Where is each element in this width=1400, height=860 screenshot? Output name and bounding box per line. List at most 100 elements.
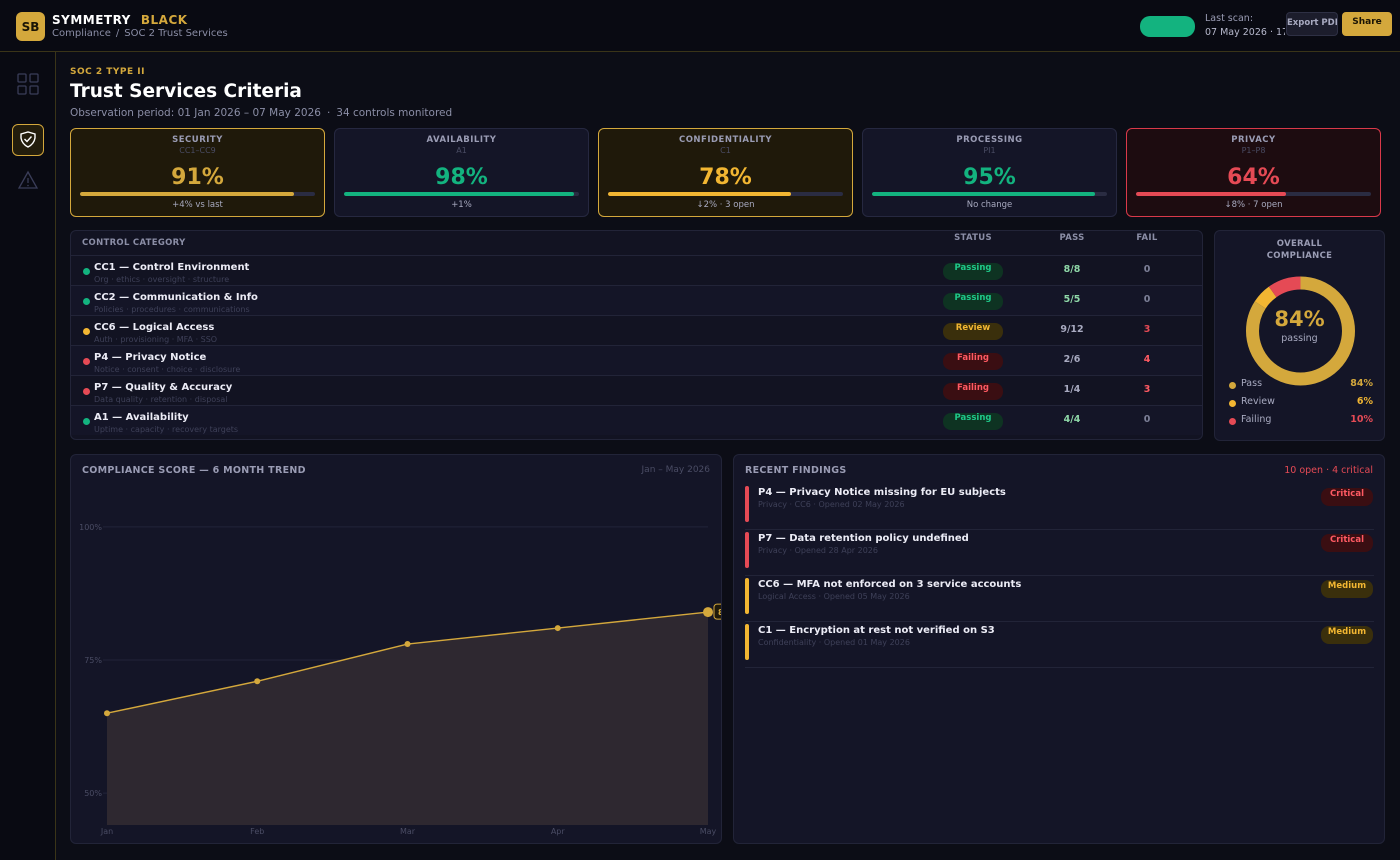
table-row[interactable]: A1 — Availability Uptime · capacity · rec… — [71, 405, 1202, 435]
column-header-category[interactable]: CONTROL CATEGORY — [82, 238, 186, 248]
table-row[interactable]: P7 — Quality & Accuracy Data quality · re… — [71, 375, 1202, 405]
status-badge: Failing — [943, 383, 1003, 400]
pass-count: 2/6 — [1063, 354, 1081, 365]
status-badge: Review — [943, 323, 1003, 340]
overall-title-line2: COMPLIANCE — [1266, 251, 1333, 261]
kpi-progress-track — [608, 192, 843, 196]
finding-item[interactable]: P4 — Privacy Notice missing for EU subje… — [745, 484, 1374, 530]
legend-label: Pass — [1241, 378, 1263, 389]
trend-point[interactable] — [554, 625, 561, 632]
kpi-card-processing[interactable]: PROCESSING PI1 95% No change — [862, 128, 1117, 217]
kpi-title: PRIVACY — [1231, 135, 1276, 145]
table-row[interactable]: CC2 — Communication & Info Policies · pro… — [71, 285, 1202, 315]
kpi-title: AVAILABILITY — [426, 135, 497, 145]
trend-title: COMPLIANCE SCORE — 6 MONTH TREND — [82, 465, 306, 476]
kpi-card-security[interactable]: SECURITY CC1–CC9 91% +4% vs last — [70, 128, 325, 217]
rail-item-dashboard[interactable] — [12, 68, 44, 100]
severity-bar — [745, 532, 749, 568]
kpi-value: 78% — [699, 165, 752, 190]
fail-count: 3 — [1143, 324, 1151, 335]
kpi-delta: +4% vs last — [172, 200, 223, 210]
y-tick-label: 100% — [79, 523, 102, 532]
fail-count: 4 — [1143, 354, 1151, 365]
legend-item-review: Review 6% — [1229, 396, 1373, 410]
status-dot — [83, 298, 90, 305]
legend-item-pass: Pass 84% — [1229, 378, 1373, 392]
brand-name: SYMMETRY BLACK — [52, 13, 188, 27]
kpi-card-confidentiality[interactable]: CONFIDENTIALITY C1 78% ↓2% · 3 open — [598, 128, 853, 217]
status-badge: Failing — [943, 353, 1003, 370]
rail-item-alerts[interactable] — [12, 164, 44, 196]
kpi-code: P1–P8 — [1241, 146, 1266, 155]
y-tick-label: 50% — [84, 789, 102, 798]
legend-value: 6% — [1356, 396, 1373, 407]
trend-point[interactable] — [104, 710, 110, 717]
finding-meta: Logical Access · Opened 05 May 2026 — [758, 592, 910, 601]
finding-item[interactable]: P7 — Data retention policy undefined Priv… — [745, 530, 1374, 576]
finding-item[interactable]: C1 — Encryption at rest not verified on … — [745, 622, 1374, 668]
overall-compliance-caption: passing — [1281, 333, 1318, 344]
pass-count: 9/12 — [1060, 324, 1084, 335]
x-tick-label: Jan — [100, 827, 113, 836]
kpi-card-availability[interactable]: AVAILABILITY A1 98% +1% — [334, 128, 589, 217]
severity-bar — [745, 578, 749, 614]
kpi-code: PI1 — [983, 146, 996, 155]
x-tick-label: Feb — [250, 827, 264, 836]
legend-dot — [1229, 418, 1236, 425]
overall-compliance-panel: OVERALL COMPLIANCE 84% passing Pass 84% Re… — [1214, 230, 1385, 441]
page-subtitle: Observation period: 01 Jan 2026 – 07 May… — [70, 107, 452, 119]
kpi-value: 91% — [171, 165, 224, 190]
legend-label: Review — [1241, 396, 1275, 407]
kpi-card-privacy[interactable]: PRIVACY P1–P8 64% ↓8% · 7 open — [1126, 128, 1381, 217]
legend-value: 84% — [1350, 378, 1373, 389]
kpi-code: A1 — [456, 146, 467, 155]
trend-point[interactable] — [404, 641, 411, 648]
findings-count: 10 open · 4 critical — [1284, 465, 1373, 476]
trend-chart: 100% 75% 50% 84% Jan Feb Mar Apr May — [79, 523, 721, 836]
status-dot — [83, 418, 90, 425]
export-pdf-button[interactable]: Export PDF — [1286, 12, 1338, 36]
kpi-value: 95% — [963, 165, 1016, 190]
warning-icon — [17, 170, 39, 189]
table-row[interactable]: CC6 — Logical Access Auth · provisioning … — [71, 315, 1202, 345]
trend-point[interactable] — [254, 678, 261, 685]
brand-secondary: BLACK — [140, 13, 188, 27]
breadcrumb-separator: / — [115, 28, 120, 39]
share-button[interactable]: Share — [1342, 12, 1392, 36]
finding-title: P7 — Data retention policy undefined — [758, 533, 969, 544]
overall-compliance-value: 84% — [1274, 307, 1325, 331]
control-name: P4 — Privacy Notice — [94, 352, 207, 363]
legend-value: 10% — [1350, 414, 1373, 425]
finding-title: CC6 — MFA not enforced on 3 service acco… — [758, 579, 1022, 590]
finding-item[interactable]: CC6 — MFA not enforced on 3 service acco… — [745, 576, 1374, 622]
status-badge: Passing — [943, 413, 1003, 430]
trend-range: Jan – May 2026 — [641, 465, 710, 475]
column-header-pass[interactable]: PASS — [1059, 233, 1085, 243]
severity-badge: Medium — [1321, 580, 1373, 598]
brand-logo[interactable]: SB — [16, 12, 45, 41]
fail-count: 0 — [1143, 294, 1151, 305]
controls-monitored: 34 controls monitored — [336, 107, 453, 119]
breadcrumb: Compliance / SOC 2 Trust Services — [52, 28, 228, 39]
end-value-label: 84% — [718, 608, 721, 617]
trend-point[interactable] — [703, 607, 713, 618]
table-row[interactable]: P4 — Privacy Notice Notice · consent · ch… — [71, 345, 1202, 375]
kpi-progress-fill — [608, 192, 792, 196]
controls-table: CONTROL CATEGORY STATUS PASS FAIL CC1 — … — [70, 230, 1203, 440]
kpi-progress-track — [1136, 192, 1371, 196]
column-header-fail[interactable]: FAIL — [1136, 233, 1158, 243]
table-row[interactable]: CC1 — Control Environment Org · ethics · … — [71, 255, 1202, 285]
status-dot — [83, 358, 90, 365]
overall-compliance-title: OVERALL COMPLIANCE — [1215, 238, 1384, 262]
column-header-status[interactable]: STATUS — [954, 233, 992, 243]
legend-dot — [1229, 382, 1236, 389]
status-dot — [83, 328, 90, 335]
control-description: Policies · procedures · communications — [94, 305, 250, 314]
observation-period: Observation period: 01 Jan 2026 – 07 May… — [70, 107, 321, 119]
overall-title-line1: OVERALL — [1276, 239, 1323, 249]
rail-item-compliance[interactable] — [12, 124, 44, 156]
severity-bar — [745, 486, 749, 522]
breadcrumb-item-compliance[interactable]: Compliance — [52, 28, 111, 39]
kpi-progress-fill — [80, 192, 294, 196]
control-description: Notice · consent · choice · disclosure — [94, 365, 241, 374]
